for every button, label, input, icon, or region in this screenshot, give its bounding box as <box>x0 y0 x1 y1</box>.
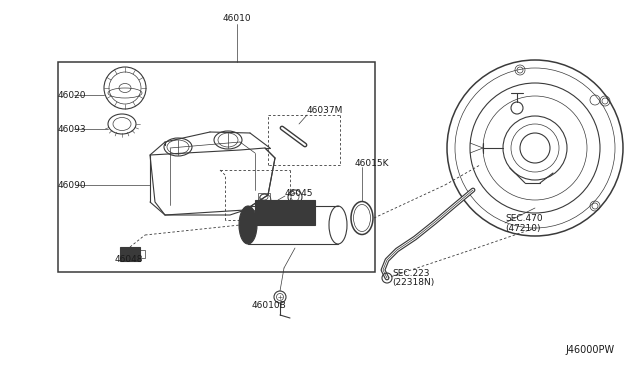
Text: 46093: 46093 <box>58 125 86 134</box>
Text: 46015K: 46015K <box>355 158 390 167</box>
Text: 46048: 46048 <box>115 256 143 264</box>
Text: 46020: 46020 <box>58 90 86 99</box>
Bar <box>247 210 256 224</box>
Text: SEC.470: SEC.470 <box>505 214 543 222</box>
Text: (22318N): (22318N) <box>392 278 435 286</box>
Text: (47210): (47210) <box>505 224 541 232</box>
Polygon shape <box>150 148 275 215</box>
Text: J46000PW: J46000PW <box>566 345 615 355</box>
Text: 46037M: 46037M <box>307 106 344 115</box>
Text: 46045: 46045 <box>285 189 314 198</box>
Text: 46090: 46090 <box>58 180 86 189</box>
Bar <box>58 62 375 272</box>
Bar <box>258 193 270 201</box>
Bar <box>120 247 140 261</box>
Bar <box>122 249 132 259</box>
Text: SEC.223: SEC.223 <box>392 269 429 278</box>
Text: 46010B: 46010B <box>252 301 287 310</box>
Text: 46010: 46010 <box>223 13 252 22</box>
Ellipse shape <box>239 206 257 244</box>
Bar <box>140 250 145 258</box>
Bar <box>255 200 315 225</box>
